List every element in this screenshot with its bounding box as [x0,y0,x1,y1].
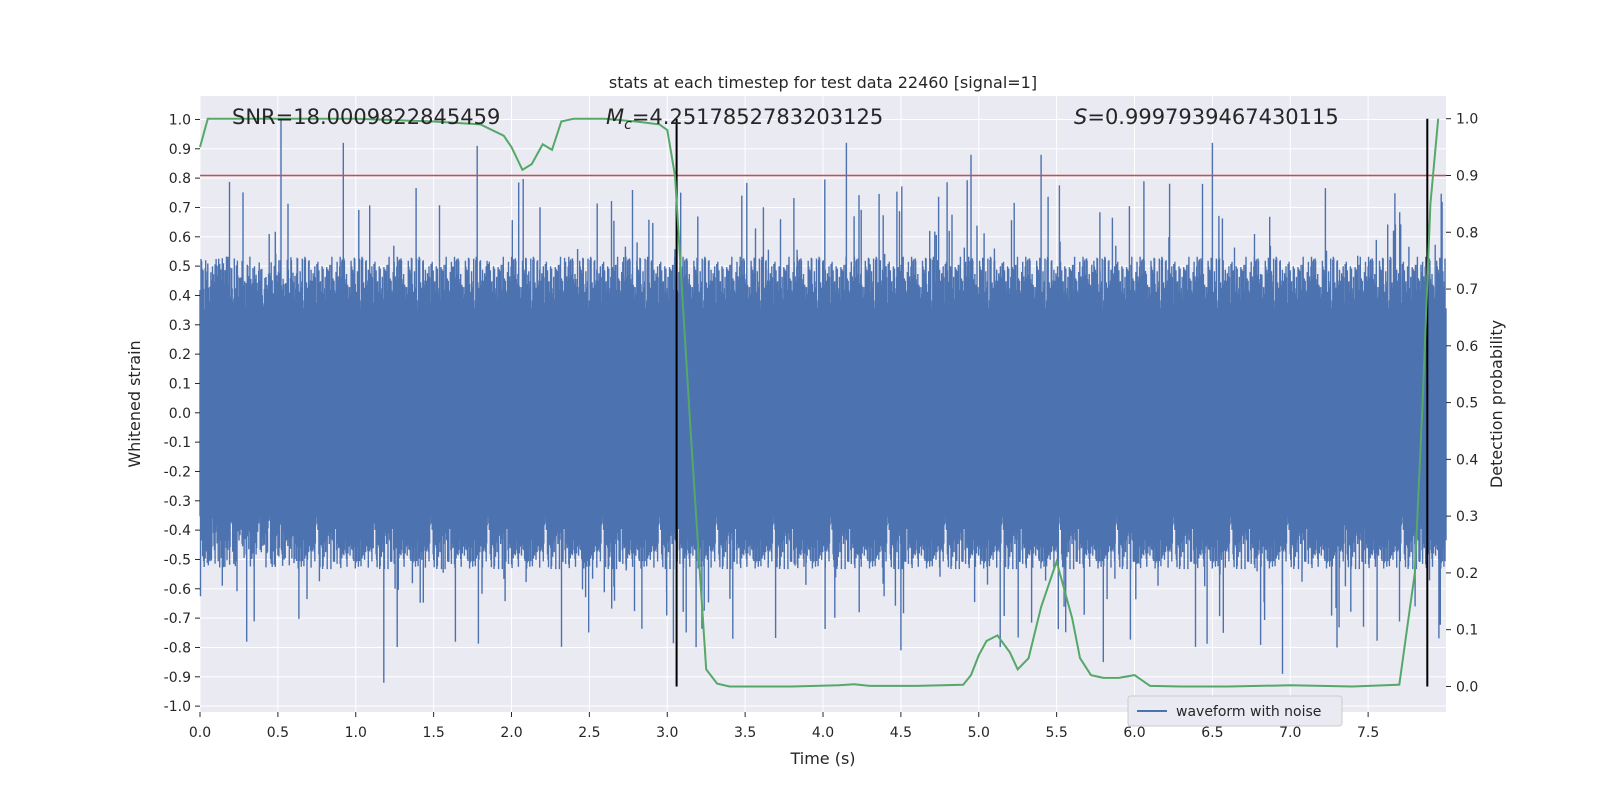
x-tick-label: 0.5 [267,725,289,741]
y2-tick-label: 0.9 [1456,168,1478,184]
y2-tick-label: 0.4 [1456,452,1478,468]
right-tick-labels: 1.0 0.9 0.8 0.7 0.6 0.5 0.4 0.3 0.2 0.1 0.0 [1446,112,1478,695]
waveform-series [199,119,1447,683]
chart-title: stats at each timestep for test data 224… [609,73,1037,92]
x-tick-label: 3.5 [734,725,756,741]
probability-series [199,117,1440,688]
y-tick-label: -0.4 [164,523,191,539]
y2-tick-label: 0.5 [1456,396,1478,412]
y-tick-label: 0.1 [169,376,191,392]
legend-box [1127,695,1343,727]
y-tick-label: -0.1 [164,435,191,451]
y-tick-label: 0.0 [169,406,191,422]
probability-line [199,117,1440,688]
y-tick-label: -0.6 [164,582,191,598]
mc-value: =4.2517852783203125 [632,105,883,129]
y2-tick-label: 0.8 [1456,225,1478,241]
y2-axis-label: Detection probability [1487,320,1506,488]
y-tick-label: -0.3 [164,494,191,510]
legend-label-waveform: waveform with noise [1176,704,1321,720]
y2-tick-label: 0.7 [1456,282,1478,298]
y-tick-label: -0.8 [164,640,191,656]
s-annotation: S=0.9997939467430115 [1074,105,1339,129]
mc-annotation: Mc=4.2517852783203125 [606,105,883,133]
y-tick-label: -0.7 [164,611,191,627]
mc-subscript: c [624,117,632,133]
y-tick-label: 0.8 [169,171,191,187]
x-tick-label: 7.0 [1279,725,1301,741]
x-tick-label: 1.0 [345,725,367,741]
x-tick-label: 1.5 [422,725,444,741]
y-tick-label: 0.5 [169,259,191,275]
x-axis-label: Time (s) [789,749,855,768]
y-tick-label: -0.2 [164,464,191,480]
y2-tick-label: 0.2 [1456,566,1478,582]
y2-tick-label: 0.0 [1456,679,1478,695]
mc-symbol: M [606,105,624,129]
x-tick-label: 6.0 [1123,725,1145,741]
x-tick-labels: 0.0 0.5 1.0 1.5 2.0 2.5 3.0 3.5 4.0 4.5 5.0 5.5 6.0 6… [189,712,1379,741]
y-tick-label: 0.4 [169,288,191,304]
x-tick-label: 7.5 [1357,725,1379,741]
x-tick-label: 4.0 [812,725,834,741]
y2-tick-label: 0.6 [1456,339,1478,355]
y-tick-label: 0.2 [169,347,191,363]
x-tick-label: 2.5 [578,725,600,741]
x-tick-label: 5.0 [968,725,990,741]
s-value: =0.9997939467430115 [1087,105,1338,129]
x-tick-label: 4.5 [890,725,912,741]
y-tick-label: 0.6 [169,230,191,246]
y-tick-label: -1.0 [164,699,191,715]
y-tick-label: 0.9 [169,142,191,158]
y-tick-label: -0.5 [164,552,191,568]
legend: waveform with noise [1127,695,1343,727]
s-symbol: S [1074,105,1087,129]
y-tick-label: 1.0 [169,112,191,128]
x-tick-label: 5.5 [1045,725,1067,741]
y2-tick-label: 0.3 [1456,509,1478,525]
y2-tick-label: 1.0 [1456,112,1478,128]
y-tick-label: -0.9 [164,670,191,686]
y-tick-label: 0.7 [169,200,191,216]
x-tick-label: 6.5 [1201,725,1223,741]
x-tick-label: 0.0 [189,725,211,741]
waveform-path [199,119,1447,683]
y2-tick-label: 0.1 [1456,623,1478,639]
y-axis-label: Whitened strain [125,340,144,467]
snr-annotation: SNR=18.0009822845459 [232,105,500,129]
left-tick-labels: 1.0 0.9 0.8 0.7 0.6 0.5 0.4 0.3 0.2 0.1 0.0 -0.1 -0.… [164,112,200,715]
x-tick-label: 3.0 [656,725,678,741]
x-tick-label: 2.0 [500,725,522,741]
y-tick-label: 0.3 [169,318,191,334]
